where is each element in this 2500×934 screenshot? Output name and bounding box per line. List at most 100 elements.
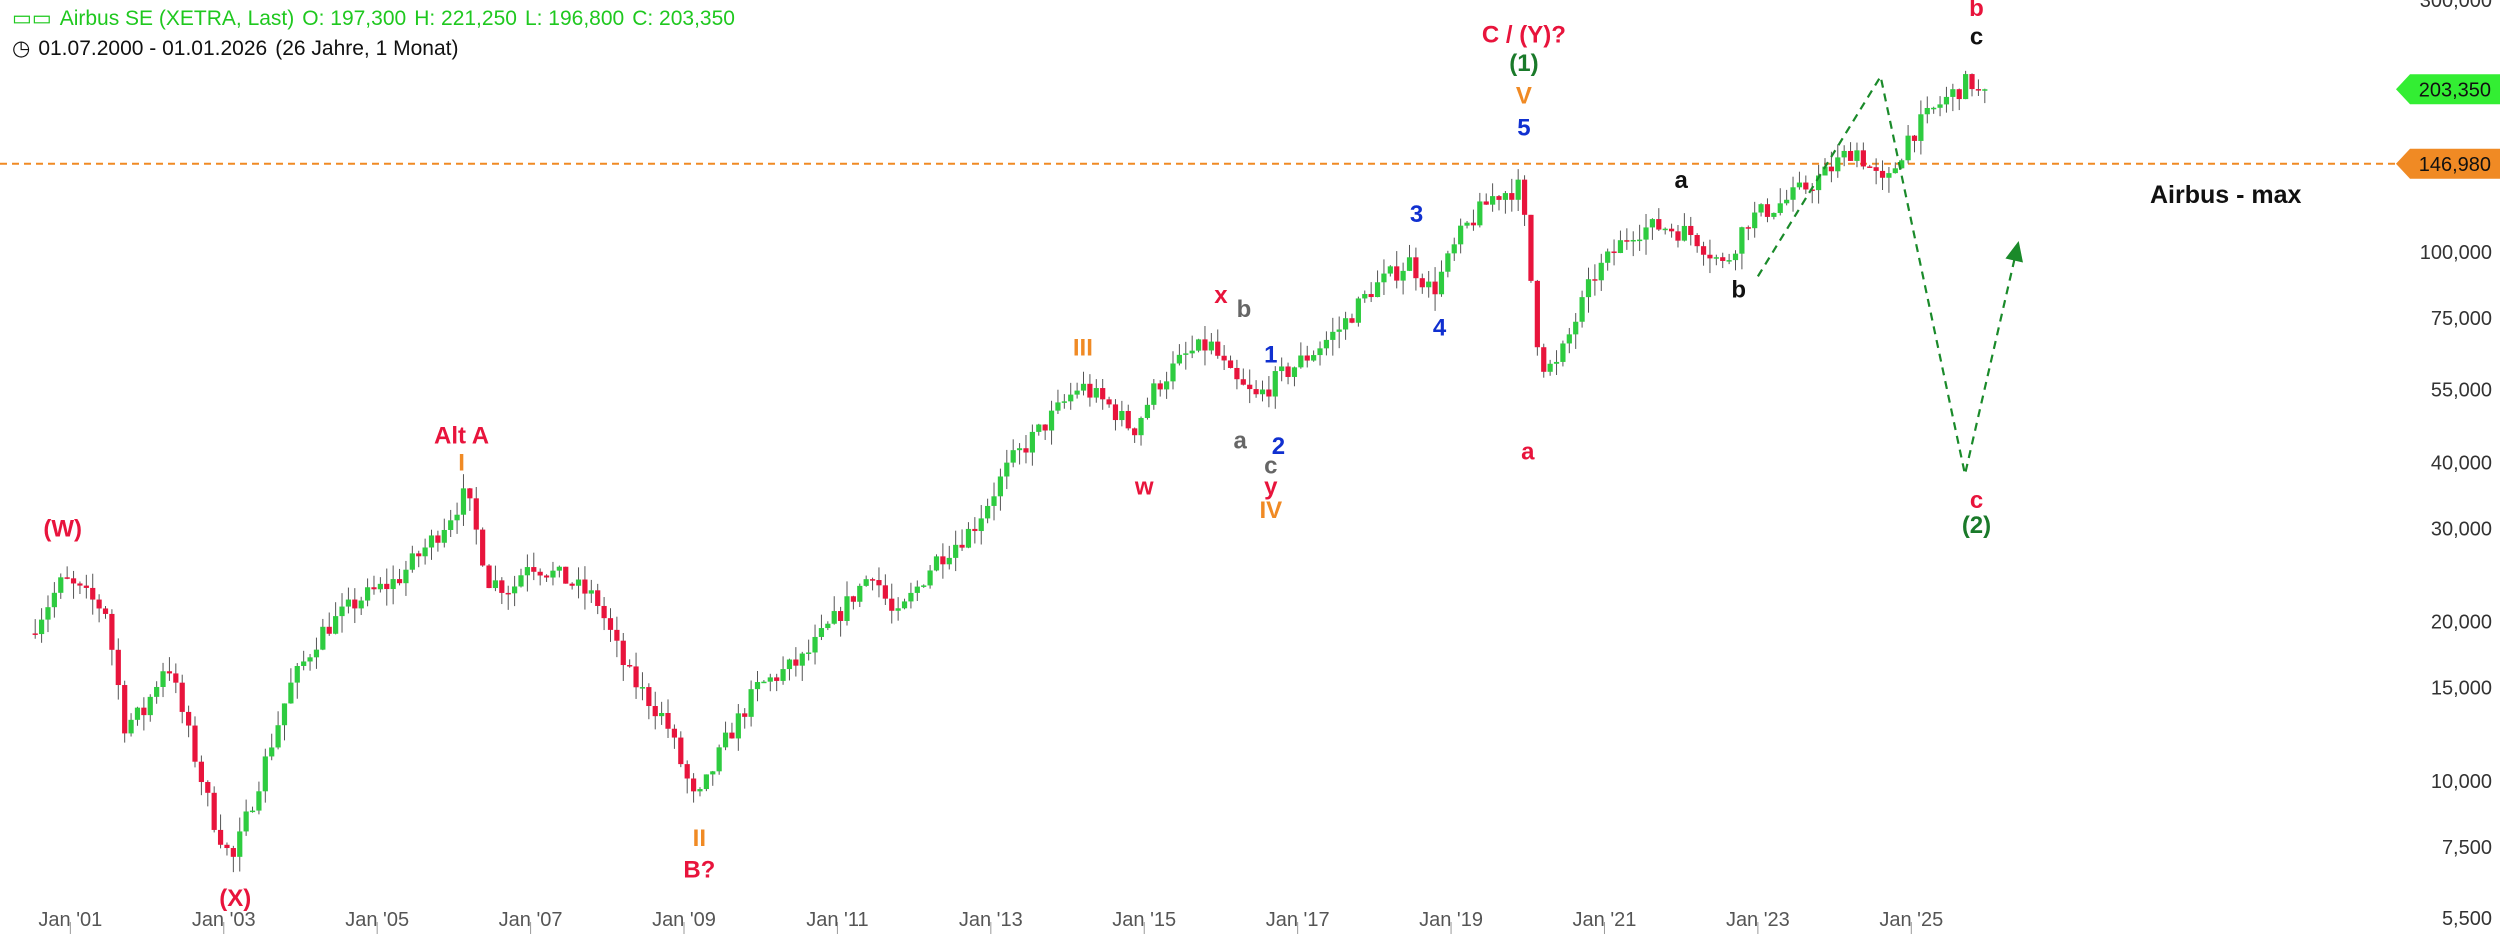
candle-down	[595, 590, 601, 606]
candle-up	[1732, 253, 1739, 261]
candle-up	[953, 544, 959, 558]
candle-up	[1323, 339, 1330, 349]
candle-down	[1911, 135, 1918, 141]
candle-up	[1080, 383, 1087, 391]
candle-down	[678, 737, 684, 765]
candle-down	[64, 577, 70, 579]
candle-down	[1132, 428, 1138, 436]
candle-up	[1924, 107, 1930, 115]
candle-down	[1042, 424, 1048, 431]
close-value: C: 203,350	[632, 7, 735, 30]
candle-down	[1694, 235, 1700, 247]
candle-up	[1016, 448, 1023, 451]
candle-up	[275, 725, 281, 748]
candle-down	[1956, 89, 1962, 100]
candle-up	[1189, 350, 1195, 354]
candle-up	[1630, 239, 1636, 242]
candle-up	[492, 580, 499, 589]
candle-up	[333, 616, 339, 634]
candle-up	[946, 557, 952, 565]
candle-up	[1330, 331, 1336, 340]
wave-label: 4	[1433, 315, 1447, 342]
y-tick-label: 7,500	[2442, 837, 2492, 859]
wave-label: y	[1264, 474, 1278, 501]
chart-header-period: ◷ 01.07.2000 - 01.01.2026 (26 Jahre, 1 Mon…	[12, 36, 466, 61]
candle-down	[1668, 228, 1675, 232]
candle-down	[1809, 189, 1815, 191]
candle-down	[543, 575, 550, 578]
candle-up	[639, 687, 646, 689]
candle-down	[729, 732, 735, 739]
candle-down	[774, 677, 780, 681]
candle-up	[1138, 417, 1144, 436]
wave-label: I	[458, 450, 465, 477]
candle-up	[799, 653, 805, 666]
candle-up	[575, 579, 582, 586]
candle-up	[320, 626, 326, 650]
candle-up	[780, 669, 786, 681]
candle-up	[448, 520, 454, 530]
candle-up	[1029, 431, 1035, 453]
candle-up	[58, 577, 64, 593]
candle-up	[1342, 318, 1349, 330]
candle-up	[748, 689, 754, 717]
wave-label: C / (Y)?	[1482, 22, 1566, 49]
candle-down	[173, 673, 179, 683]
wave-label: V	[1516, 82, 1532, 109]
candle-up	[812, 636, 818, 653]
candle-up	[1790, 187, 1796, 200]
candle-down	[940, 556, 946, 565]
candle-down	[1100, 388, 1106, 400]
candle-down	[1023, 448, 1029, 453]
candle-up	[518, 575, 524, 587]
candle-down	[1240, 379, 1246, 385]
reference-line-name: Airbus - max	[2150, 181, 2302, 209]
candle-up	[1490, 196, 1496, 205]
candle-up	[1048, 410, 1055, 431]
candle-up	[288, 682, 294, 704]
candle-down	[505, 592, 511, 595]
x-tick-label: Jan '17	[1266, 909, 1330, 931]
candle-up	[978, 518, 984, 532]
candle-up	[927, 570, 933, 586]
candle-up	[1905, 135, 1911, 161]
last-price-tag-label: 203,350	[2419, 79, 2491, 101]
candle-down	[889, 598, 895, 611]
candle-down	[480, 529, 486, 566]
candle-down	[1234, 367, 1240, 380]
candle-up	[358, 600, 364, 609]
candle-up	[1451, 244, 1457, 254]
candle-up	[985, 505, 991, 519]
wave-label: II	[693, 825, 706, 852]
candle-up	[1336, 329, 1342, 332]
wave-label: IV	[1259, 497, 1282, 524]
candle-down	[1541, 347, 1547, 372]
y-tick-label: 55,000	[2431, 379, 2492, 401]
candle-down	[115, 649, 121, 686]
candle-down	[96, 599, 102, 609]
candle-up	[269, 747, 275, 757]
x-tick-label: Jan '01	[38, 909, 102, 931]
candle-up	[831, 611, 837, 624]
candle-down	[1879, 170, 1886, 178]
candle-down	[1828, 166, 1834, 172]
wave-label: a	[1233, 428, 1247, 455]
candle-down	[192, 725, 198, 762]
wave-label: 5	[1517, 115, 1530, 142]
candle-up	[1464, 222, 1470, 226]
y-tick-label: 300,000	[2420, 0, 2492, 12]
candle-down	[1764, 204, 1771, 217]
candle-down	[690, 778, 697, 792]
candle-up	[1061, 401, 1067, 403]
candle-down	[882, 585, 888, 599]
reference-price-tag	[2396, 148, 2500, 179]
candle-up	[1950, 89, 1956, 97]
candle-down	[1227, 360, 1234, 368]
candle-up	[1918, 114, 1924, 141]
candle-up	[1662, 228, 1668, 231]
candle-up	[1055, 402, 1061, 411]
projection-arrowhead	[2005, 240, 2023, 263]
candle-up	[1119, 410, 1125, 421]
